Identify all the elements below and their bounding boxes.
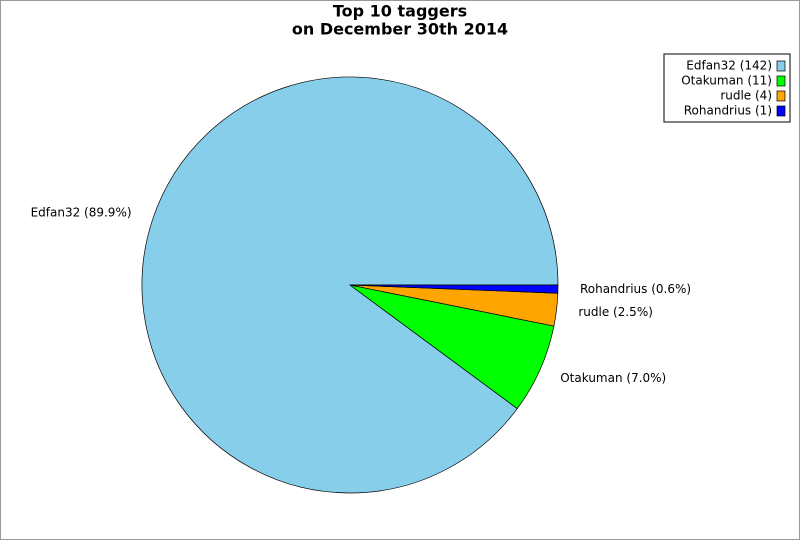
legend-label: rudle (4) xyxy=(720,89,772,103)
legend-swatch xyxy=(776,60,786,72)
legend-label: Rohandrius (1) xyxy=(684,104,772,118)
slice-label: Rohandrius (0.6%) xyxy=(580,282,691,296)
slice-label: rudle (2.5%) xyxy=(578,305,653,319)
pie-slice xyxy=(141,76,559,494)
legend-swatch xyxy=(776,75,786,87)
legend-swatch xyxy=(776,105,786,117)
pie-slice xyxy=(349,284,559,294)
legend-label: Edfan32 (142) xyxy=(686,59,772,73)
chart-title: Top 10 taggers xyxy=(333,2,467,21)
legend-swatch xyxy=(776,90,786,102)
slice-label: Otakuman (7.0%) xyxy=(560,371,666,385)
slice-label: Edfan32 (89.9%) xyxy=(31,206,132,220)
legend-box xyxy=(663,53,791,123)
legend-label: Otakuman (11) xyxy=(681,74,772,88)
chart-subtitle: on December 30th 2014 xyxy=(292,20,508,39)
